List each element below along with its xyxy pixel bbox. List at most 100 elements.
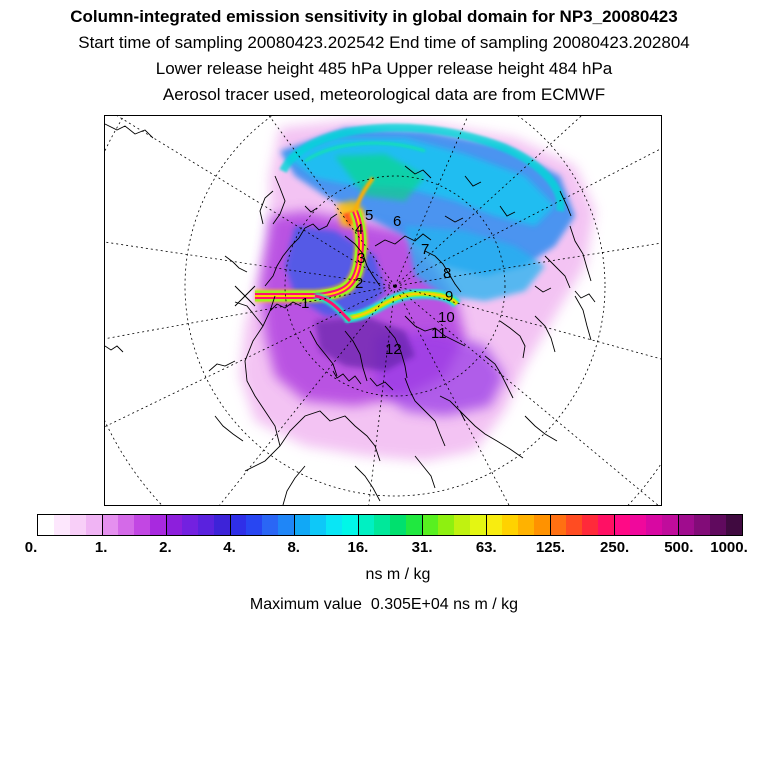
colorbar-cell bbox=[614, 515, 630, 535]
plume-green-patch bbox=[335, 154, 425, 201]
colorbar-cell bbox=[326, 515, 342, 535]
colorbar-divider bbox=[550, 515, 551, 535]
colorbar-divider bbox=[166, 515, 167, 535]
colorbar-cell bbox=[182, 515, 198, 535]
colorbar bbox=[37, 514, 743, 536]
colorbar-tick-label: 8. bbox=[287, 539, 300, 556]
colorbar-divider bbox=[614, 515, 615, 535]
day-label: 2 bbox=[355, 275, 363, 292]
maximum-value-label: Maximum value bbox=[249, 596, 362, 613]
main-title: Column-integrated emission sensitivity i… bbox=[70, 7, 678, 26]
maximum-value-line: Maximum value 0.305E+04 ns m / kg bbox=[0, 596, 768, 614]
colorbar-tick-label: 2. bbox=[159, 539, 172, 556]
colorbar-cell bbox=[582, 515, 598, 535]
colorbar-cell bbox=[630, 515, 646, 535]
colorbar-cell bbox=[102, 515, 118, 535]
colorbar-cell bbox=[406, 515, 422, 535]
colorbar-cell bbox=[374, 515, 390, 535]
colorbar-cell bbox=[566, 515, 582, 535]
colorbar-divider bbox=[358, 515, 359, 535]
colorbar-cell bbox=[278, 515, 294, 535]
maximum-value: 0.305E+04 bbox=[370, 596, 449, 613]
graticule bbox=[105, 116, 661, 505]
colorbar-cell bbox=[70, 515, 86, 535]
map-canvas: 1 2 3 4 5 6 7 8 9 10 11 12 bbox=[105, 116, 661, 505]
colorbar-cell bbox=[166, 515, 182, 535]
colorbar-cell bbox=[646, 515, 662, 535]
plume-main-corridor bbox=[255, 176, 461, 324]
day-label: 1 bbox=[301, 295, 309, 312]
colorbar-cell bbox=[230, 515, 246, 535]
colorbar-tick-labels: 0. 1. 2. 4. 8. 16. 31. 63. 125. 250. 500. 1000. bbox=[0, 539, 768, 559]
colorbar-cell bbox=[598, 515, 614, 535]
colorbar-tick-label: 125. bbox=[535, 539, 566, 556]
colorbar-cell bbox=[470, 515, 486, 535]
colorbar-cell bbox=[454, 515, 470, 535]
day-label: 12 bbox=[385, 341, 402, 358]
colorbar-tick-label: 16. bbox=[347, 539, 369, 556]
colorbar-cell bbox=[198, 515, 214, 535]
colorbar-unit-label: ns m / kg bbox=[365, 566, 431, 583]
tracer-info-line: Aerosol tracer used, meteorological data… bbox=[162, 85, 606, 104]
colorbar-cell bbox=[294, 515, 310, 535]
colorbar-cell bbox=[438, 515, 454, 535]
sampling-time-line: Start time of sampling 20080423.202542 E… bbox=[78, 33, 690, 52]
maximum-value-unit: ns m / kg bbox=[453, 596, 519, 613]
colorbar-cell bbox=[390, 515, 406, 535]
sensitivity-field bbox=[240, 120, 595, 461]
day-label: 4 bbox=[355, 221, 363, 238]
day-label: 6 bbox=[393, 213, 401, 230]
colorbar-tick-label: 31. bbox=[411, 539, 433, 556]
day-labels: 1 2 3 4 5 6 7 8 9 10 11 12 bbox=[301, 207, 455, 358]
colorbar-cell bbox=[710, 515, 726, 535]
colorbar-cell bbox=[678, 515, 694, 535]
colorbar-cell bbox=[150, 515, 166, 535]
colorbar-cell bbox=[694, 515, 710, 535]
colorbar-cell bbox=[262, 515, 278, 535]
polar-map: 1 2 3 4 5 6 7 8 9 10 11 12 bbox=[104, 115, 662, 506]
plume-arc-north-inner bbox=[304, 141, 426, 163]
colorbar-divider bbox=[294, 515, 295, 535]
colorbar-cell bbox=[54, 515, 70, 535]
day-label: 3 bbox=[357, 250, 365, 267]
colorbar-cell bbox=[134, 515, 150, 535]
coastlines bbox=[105, 123, 596, 505]
colorbar-cell bbox=[502, 515, 518, 535]
colorbar-divider bbox=[422, 515, 423, 535]
colorbar-tick-label: 1000. bbox=[710, 539, 748, 556]
colorbar-divider bbox=[678, 515, 679, 535]
colorbar-cell bbox=[38, 515, 54, 535]
plume-arc-north bbox=[279, 123, 565, 212]
colorbar-divider bbox=[230, 515, 231, 535]
colorbar-cell bbox=[310, 515, 326, 535]
colorbar-tick-label: 63. bbox=[475, 539, 497, 556]
plume-dark-core bbox=[315, 316, 415, 371]
day-label: 7 bbox=[421, 241, 429, 258]
day-label: 10 bbox=[438, 309, 455, 326]
colorbar-cell bbox=[534, 515, 550, 535]
colorbar-cell bbox=[358, 515, 374, 535]
colorbar-cell bbox=[86, 515, 102, 535]
colorbar-cell bbox=[486, 515, 502, 535]
day-label: 9 bbox=[445, 288, 453, 305]
colorbar-tick-label: 250. bbox=[600, 539, 630, 556]
colorbar-divider bbox=[102, 515, 103, 535]
colorbar-tick-label: 4. bbox=[223, 539, 236, 556]
colorbar-cell bbox=[342, 515, 358, 535]
colorbar-cell bbox=[246, 515, 262, 535]
day-label: 8 bbox=[443, 265, 451, 282]
colorbar-cell bbox=[518, 515, 534, 535]
day-label: 11 bbox=[431, 325, 447, 342]
colorbar-cell bbox=[214, 515, 230, 535]
release-height-line: Lower release height 485 hPa Upper relea… bbox=[155, 59, 613, 78]
colorbar-tick-label: 1. bbox=[94, 539, 108, 556]
colorbar-cell bbox=[118, 515, 134, 535]
colorbar-cell bbox=[550, 515, 566, 535]
colorbar-divider bbox=[486, 515, 487, 535]
colorbar-cell bbox=[422, 515, 438, 535]
colorbar-cell bbox=[662, 515, 678, 535]
release-point-marker bbox=[234, 285, 256, 307]
colorbar-tick-label: 500. bbox=[664, 539, 694, 556]
colorbar-cell bbox=[726, 515, 742, 535]
colorbar-tick-label: 0. bbox=[24, 539, 38, 556]
